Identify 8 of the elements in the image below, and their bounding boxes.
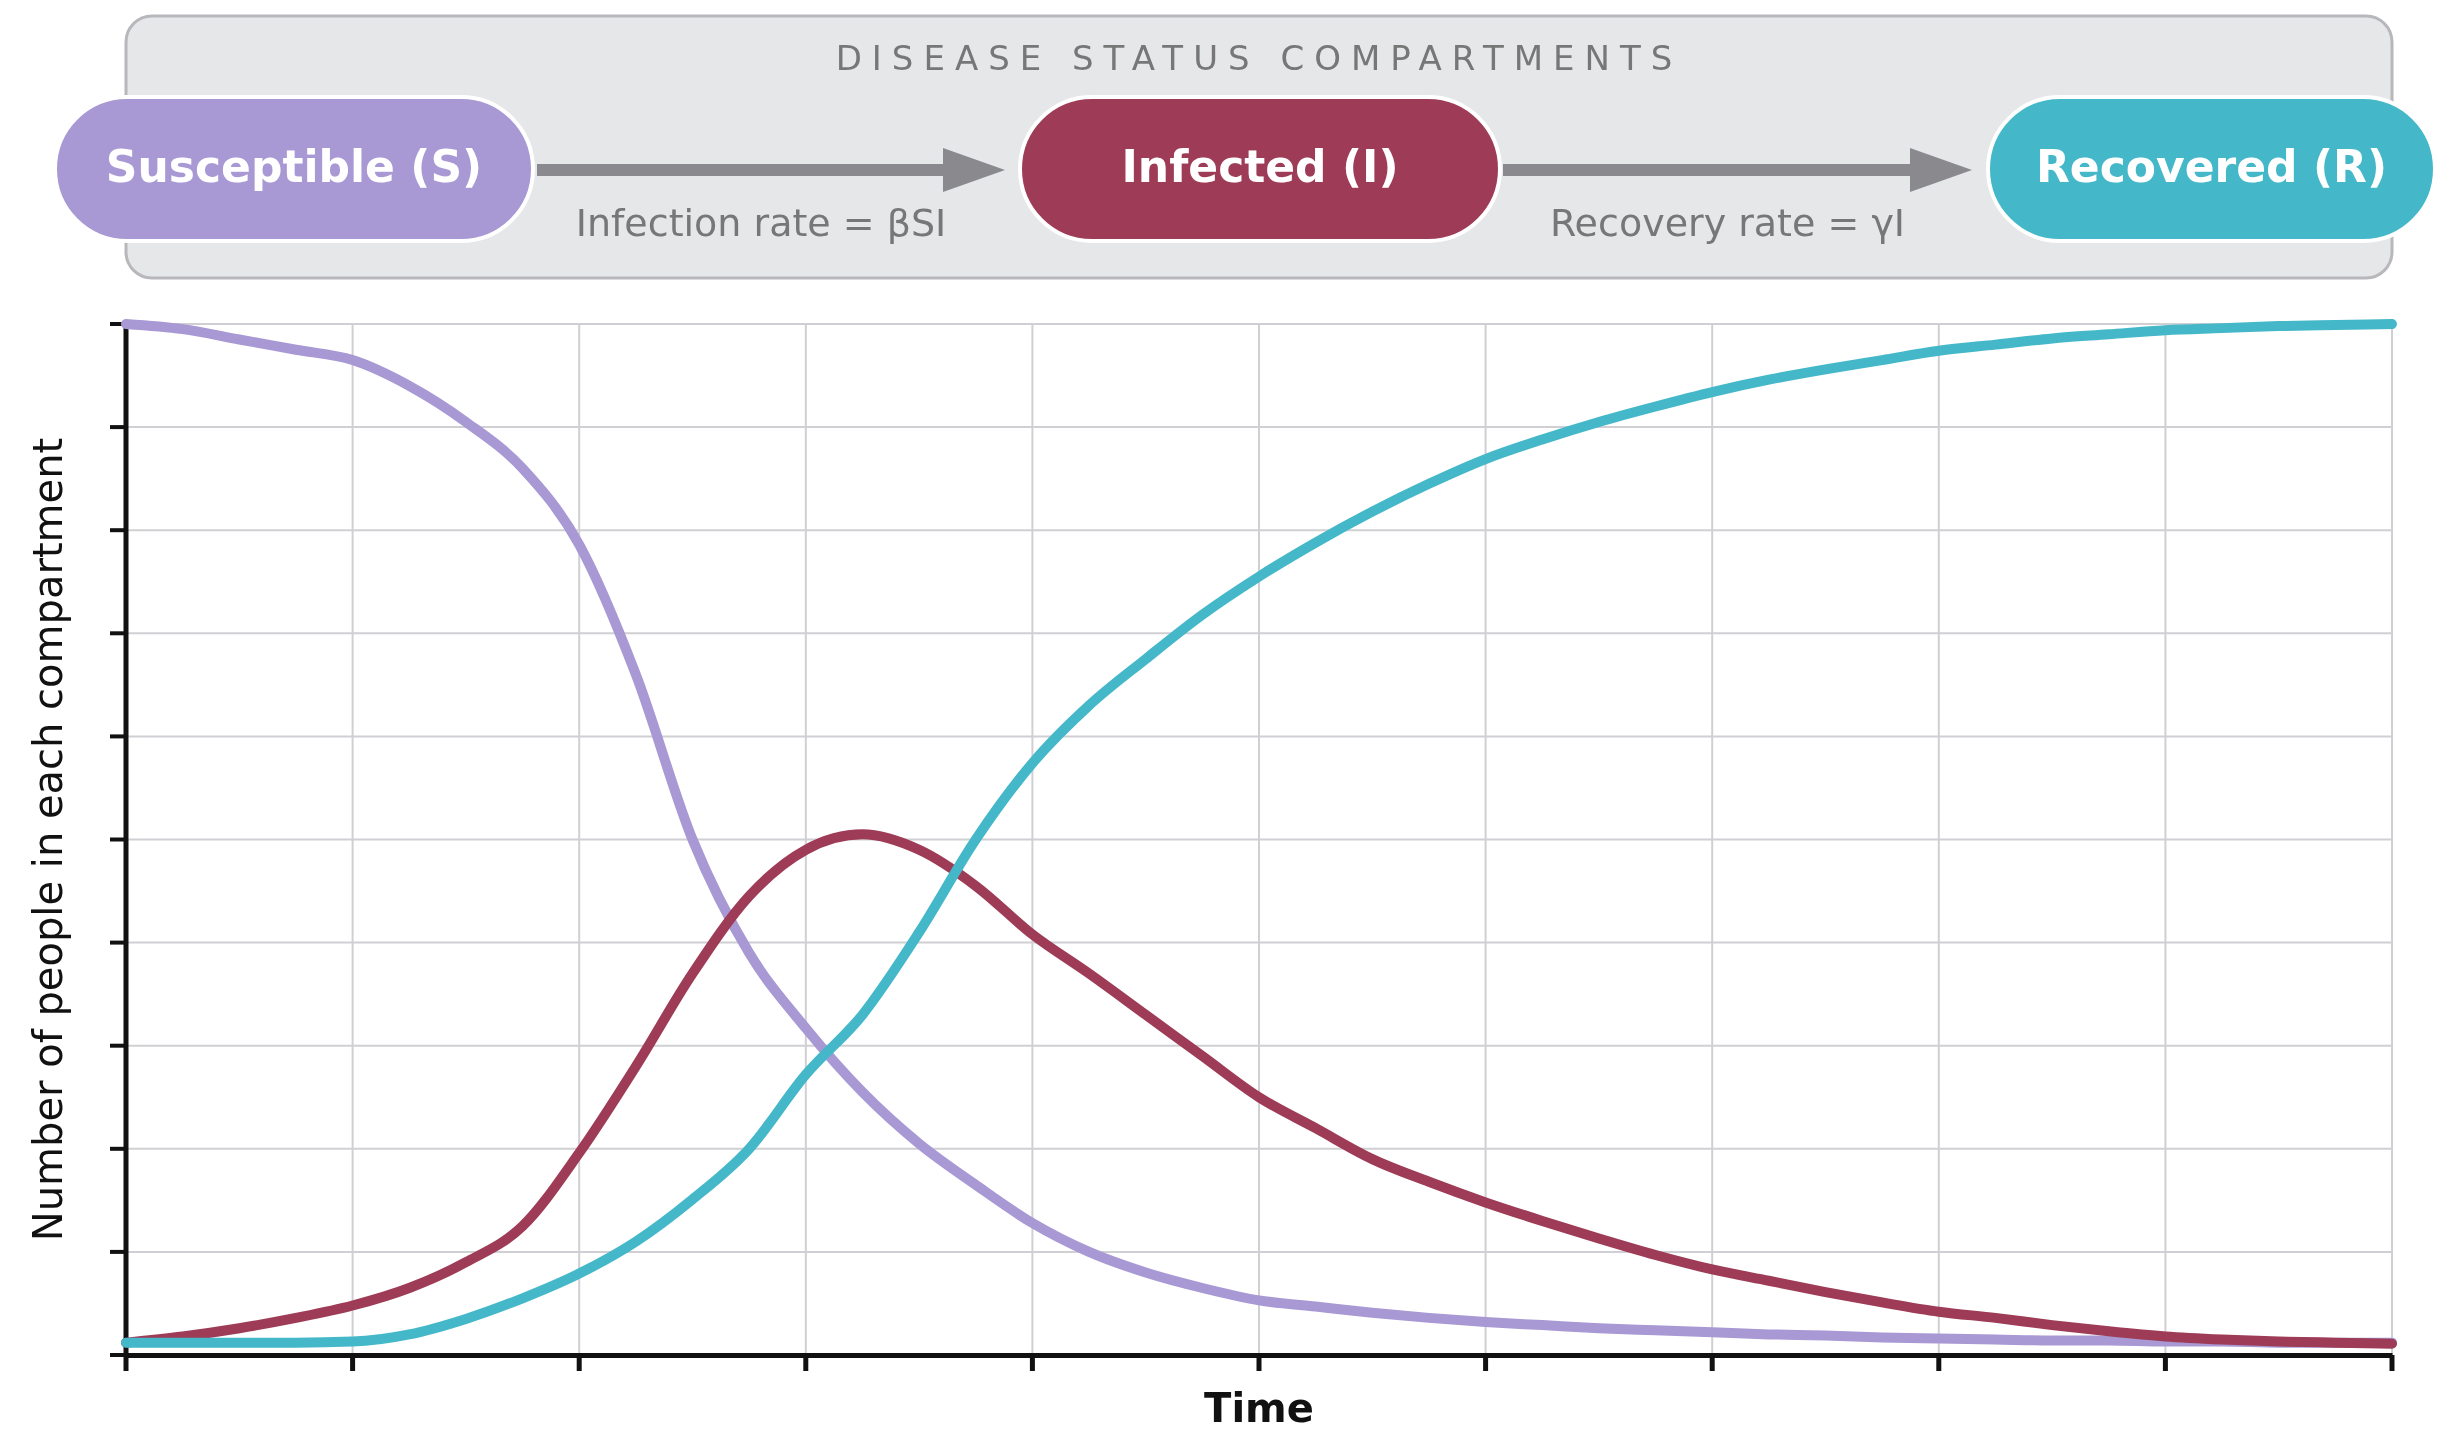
text: Susceptible (S) (105, 141, 483, 192)
legend-title: DISEASE STATUS COMPARTMENTS (835, 38, 1683, 78)
text: Infected (I) (1121, 141, 1399, 192)
y-axis-title: Number of people in each compartment (25, 437, 71, 1242)
text: Infection rate = βSI (575, 201, 947, 245)
text: Recovery rate = γI (1549, 201, 1906, 245)
x-axis-title: Time (1204, 1385, 1314, 1429)
text: Recovered (R) (2035, 141, 2388, 192)
